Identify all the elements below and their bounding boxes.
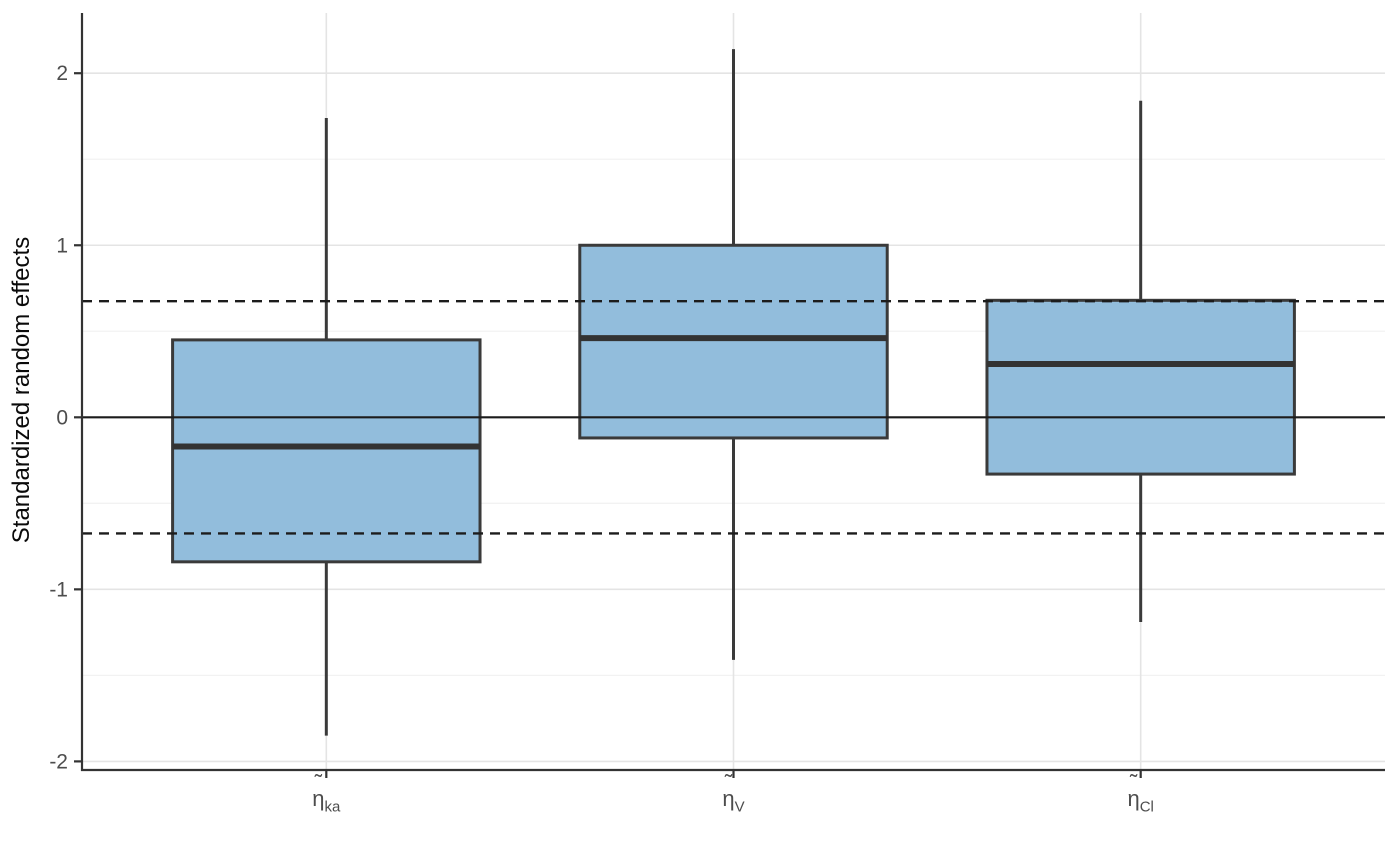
y-tick-label: 1 [56,234,68,257]
y-tick-label: 0 [56,406,68,429]
box-eta_ka [171,338,482,564]
y-tick-label: 2 [56,62,68,85]
y-tick-label: -1 [49,578,68,601]
y-tick-label: -2 [49,750,68,773]
box-eta_Cl [985,298,1296,476]
y-axis-title: Standardized random effects [8,236,35,544]
box-eta_V [578,243,889,440]
